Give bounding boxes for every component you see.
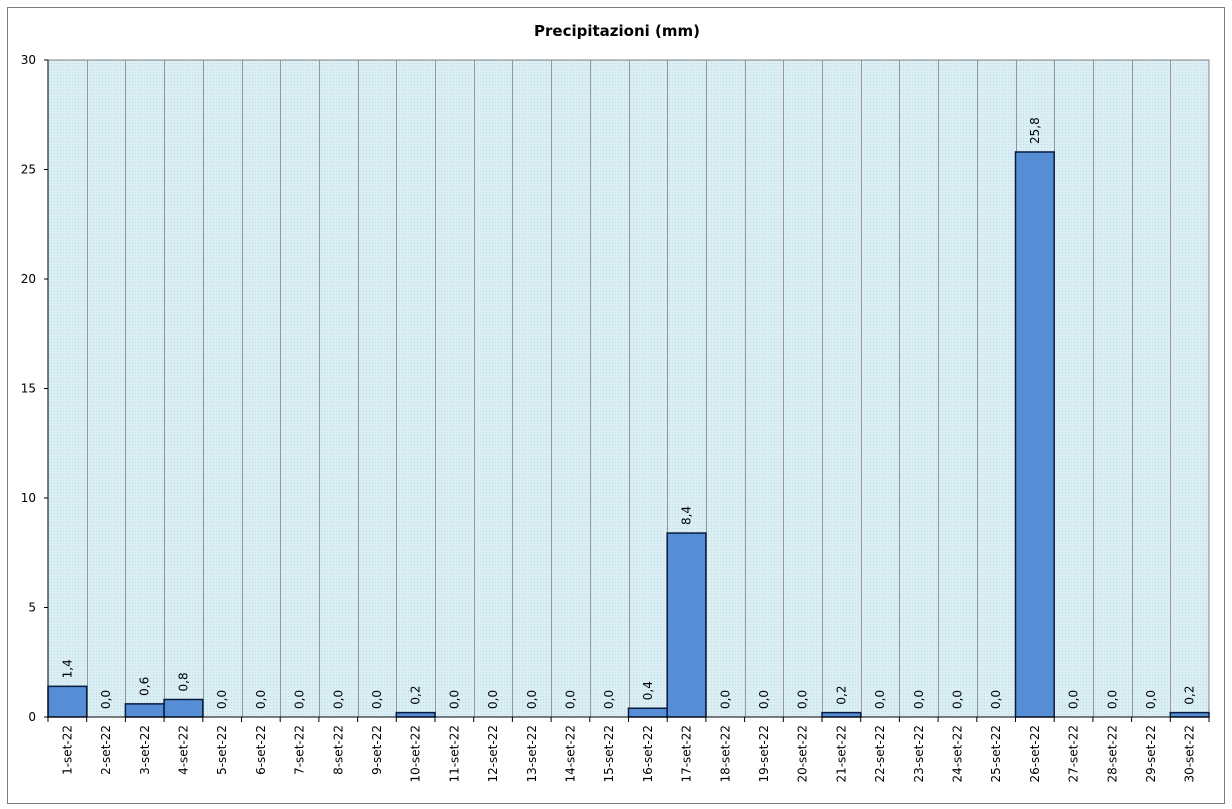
- x-tick-label: 12-set-22: [486, 725, 500, 783]
- data-label: 0,0: [99, 690, 113, 709]
- x-tick-label: 9-set-22: [370, 725, 384, 775]
- data-labels: 1,4 0,0 0,6 0,8 0,0 0,0 0,0 0,0 0,0 0,2 0,0 0,0 0,0 0…: [60, 117, 1196, 709]
- y-tick-label: 25: [21, 163, 36, 177]
- data-label: 0,0: [757, 690, 771, 709]
- x-tick-label: 19-set-22: [757, 725, 771, 783]
- x-tick-label: 16-set-22: [641, 725, 655, 783]
- data-label: 0,6: [138, 677, 152, 696]
- x-tick-label: 4-set-22: [176, 725, 190, 775]
- bar: [627, 707, 668, 718]
- x-tick-label: 22-set-22: [873, 725, 887, 783]
- x-tick-label: 24-set-22: [950, 725, 964, 783]
- data-label: 0,0: [1105, 690, 1119, 709]
- x-tick-label: 20-set-22: [796, 725, 810, 783]
- data-label: 0,2: [409, 686, 423, 705]
- y-tick-label: 20: [21, 272, 36, 286]
- x-tick-label: 29-set-22: [1144, 725, 1158, 783]
- data-label: 0,0: [447, 690, 461, 709]
- data-label: 8,4: [680, 506, 694, 525]
- bar: [47, 685, 88, 718]
- data-label: 0,0: [1144, 690, 1158, 709]
- bar: [1014, 151, 1055, 718]
- y-tick-label: 30: [21, 53, 36, 67]
- x-axis: 1-set-22 2-set-22 3-set-22 4-set-22 5-set-22…: [47, 716, 1210, 783]
- bar: [395, 711, 436, 718]
- data-label: 1,4: [60, 659, 74, 678]
- x-tick-label: 13-set-22: [525, 725, 539, 783]
- data-label: 0,0: [912, 690, 926, 709]
- x-tick-label: 28-set-22: [1105, 725, 1119, 783]
- data-label: 0,0: [1067, 690, 1081, 709]
- bar: [124, 703, 165, 718]
- x-tick-label: 3-set-22: [138, 725, 152, 775]
- bar: [1169, 711, 1210, 718]
- bars: [47, 151, 1210, 718]
- y-tick-label: 0: [28, 710, 36, 724]
- x-tick-label: 21-set-22: [834, 725, 848, 783]
- x-tick-label: 17-set-22: [680, 725, 694, 783]
- data-label: 0,0: [254, 690, 268, 709]
- y-axis: 0 5 10 15 20 25 30: [21, 53, 49, 724]
- x-tick-label: 6-set-22: [254, 725, 268, 775]
- bar: [163, 698, 204, 718]
- data-label: 0,4: [641, 681, 655, 700]
- data-label: 0,2: [1183, 686, 1197, 705]
- data-label: 0,2: [834, 686, 848, 705]
- x-tick-label: 14-set-22: [563, 725, 577, 783]
- x-tick-label: 5-set-22: [215, 725, 229, 775]
- x-tick-label: 11-set-22: [447, 725, 461, 783]
- y-tick-label: 10: [21, 491, 36, 505]
- data-label: 0,0: [293, 690, 307, 709]
- data-label: 0,0: [989, 690, 1003, 709]
- data-label: 25,8: [1028, 117, 1042, 144]
- data-label: 0,0: [950, 690, 964, 709]
- x-tick-label: 25-set-22: [989, 725, 1003, 783]
- x-tick-label: 15-set-22: [602, 725, 616, 783]
- data-label: 0,0: [331, 690, 345, 709]
- bar: [666, 532, 707, 718]
- data-label: 0,0: [718, 690, 732, 709]
- x-tick-label: 18-set-22: [718, 725, 732, 783]
- x-tick-label: 2-set-22: [99, 725, 113, 775]
- x-tick-label: 1-set-22: [60, 725, 74, 775]
- data-label: 0,0: [486, 690, 500, 709]
- data-label: 0,0: [563, 690, 577, 709]
- data-label: 0,0: [525, 690, 539, 709]
- bar: [821, 711, 862, 718]
- x-tick-label: 30-set-22: [1183, 725, 1197, 783]
- chart-title: Precipitazioni (mm): [534, 22, 700, 40]
- data-label: 0,0: [370, 690, 384, 709]
- x-tick-label: 26-set-22: [1028, 725, 1042, 783]
- x-tick-label: 23-set-22: [912, 725, 926, 783]
- data-label: 0,8: [176, 672, 190, 691]
- x-tick-label: 8-set-22: [331, 725, 345, 775]
- data-label: 0,0: [796, 690, 810, 709]
- data-label: 0,0: [873, 690, 887, 709]
- x-tick-label: 10-set-22: [409, 725, 423, 783]
- y-tick-label: 15: [21, 382, 36, 396]
- data-label: 0,0: [602, 690, 616, 709]
- x-tick-label: 7-set-22: [293, 725, 307, 775]
- x-tick-label: 27-set-22: [1067, 725, 1081, 783]
- y-tick-label: 5: [28, 601, 36, 615]
- data-label: 0,0: [215, 690, 229, 709]
